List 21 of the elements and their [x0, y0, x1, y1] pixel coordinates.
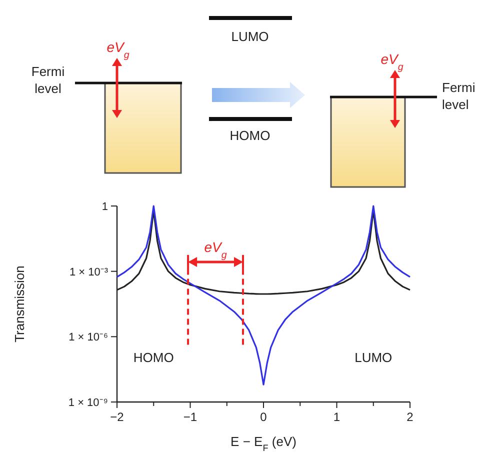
annotation: LUMO [354, 350, 392, 365]
x-tick-label: −1 [183, 410, 198, 424]
annotation: eV$_{g}$ [204, 239, 228, 260]
text: eV$_{g}$ [106, 39, 130, 60]
x-tick-label: 0 [260, 410, 268, 424]
y-tick-label: 1 × 10⁻³ [69, 266, 108, 278]
text: Fermi level [442, 80, 476, 112]
line-series [116, 205, 411, 386]
x-axis-title: E − E$_{F}$ (eV) [230, 434, 296, 453]
text: LUMO [231, 29, 269, 44]
x-tick-label: −2 [110, 410, 124, 424]
annotation: HOMO [133, 350, 174, 365]
y-tick-label: 1 [102, 201, 108, 213]
y-axis-title: Transmission [12, 266, 27, 342]
y-tick-label: 1 × 10⁻⁶ [68, 332, 108, 344]
y-tick-label: 1 × 10⁻⁹ [68, 397, 108, 409]
text: Fermi level [31, 64, 65, 96]
text: HOMO [230, 128, 270, 143]
x-tick-label: 1 [333, 410, 340, 424]
text: eV$_{g}$ [380, 51, 404, 72]
x-tick-label: 2 [406, 410, 414, 424]
